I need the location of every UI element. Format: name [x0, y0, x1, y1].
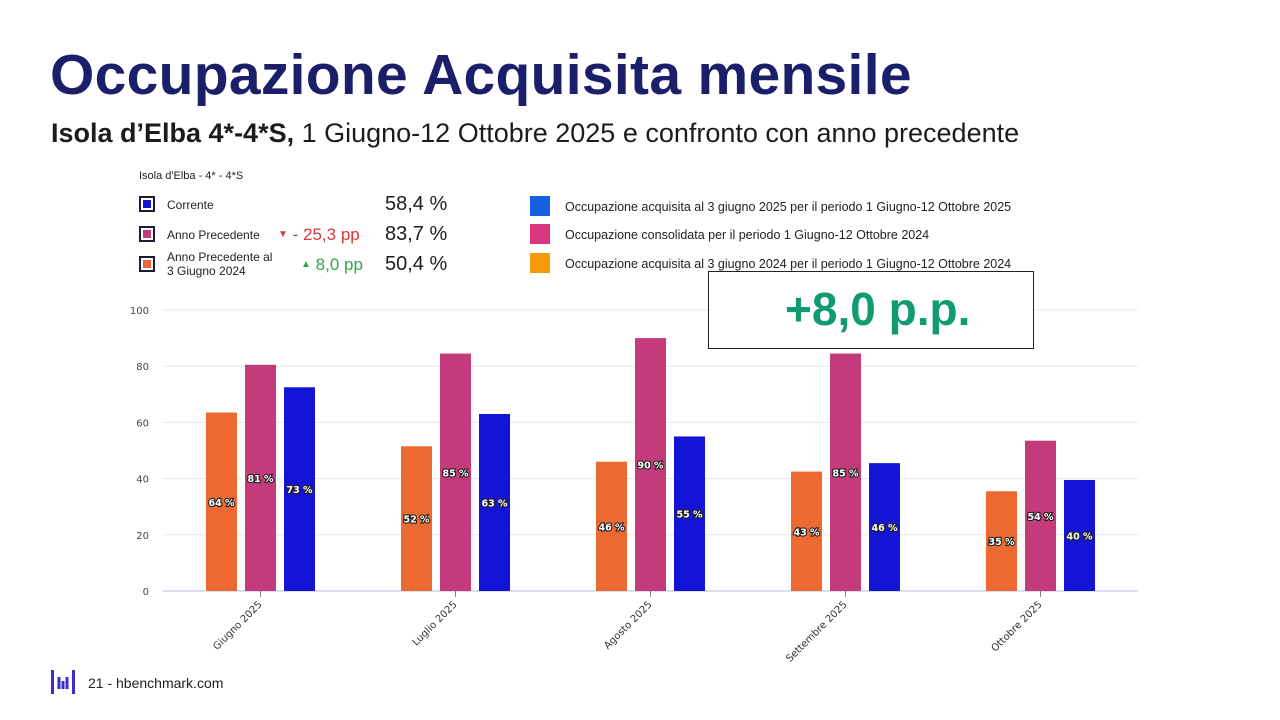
y-tick-label: 100	[130, 306, 149, 317]
y-tick-label: 0	[143, 587, 149, 598]
data-label: 40 %	[1066, 532, 1093, 543]
data-label: 81 %	[247, 474, 274, 485]
kpi-label-anno-precedente: Anno Precedente	[167, 228, 260, 242]
data-label: 52 %	[403, 515, 430, 526]
kpi-delta-anno-precedente-text: - 25,3 pp	[292, 225, 360, 244]
bar	[206, 412, 237, 591]
data-label: 63 %	[481, 498, 508, 509]
kpi-value-anno-precedente-3-giugno: 50,4 %	[385, 253, 448, 275]
kpi-label-line2: 3 Giugno 2024	[167, 264, 246, 278]
y-tick-label: 40	[136, 475, 149, 486]
bar	[1025, 440, 1056, 591]
data-label: 35 %	[988, 537, 1015, 548]
callout-text: +8,0 p.p.	[785, 283, 971, 335]
kpi-delta-anno-precedente: ▼ - 25,3 pp	[278, 225, 360, 245]
bar	[830, 353, 861, 591]
data-label: 64 %	[208, 498, 235, 509]
callout-box: +8,0 p.p.	[708, 271, 1034, 349]
x-tick-label: Giugno 2025	[211, 599, 264, 652]
page-title: Occupazione Acquisita mensile	[50, 43, 912, 107]
subtitle-location: Isola d’Elba 4*-4*S,	[51, 118, 295, 148]
kpi-label-corrente: Corrente	[167, 198, 214, 212]
data-label: 90 %	[637, 461, 664, 472]
data-label: 54 %	[1027, 512, 1054, 523]
kpi-delta-anno-precedente-3-giugno: ▲ 8,0 pp	[301, 255, 363, 275]
hbenchmark-logo-icon	[51, 670, 75, 694]
data-label: 46 %	[871, 523, 898, 534]
kpi-label-anno-precedente-3-giugno: Anno Precedente al 3 Giugno 2024	[167, 250, 272, 278]
kpi-swatch-anno-precedente	[139, 226, 155, 242]
bar	[284, 387, 315, 591]
bar	[401, 446, 432, 591]
kpi-value-corrente: 58,4 %	[385, 193, 448, 215]
y-tick-label: 20	[136, 531, 149, 542]
bar	[791, 471, 822, 591]
y-tick-label: 60	[136, 418, 149, 429]
series-swatch-2025	[530, 196, 550, 216]
kpi-delta-anno-precedente-3-giugno-text: 8,0 pp	[315, 255, 363, 274]
bar	[479, 413, 510, 591]
x-tick-label: Luglio 2025	[411, 599, 460, 648]
bar	[674, 436, 705, 591]
data-label: 85 %	[832, 468, 859, 479]
x-tick-label: Ottobre 2025	[990, 599, 1045, 654]
x-tick-label: Agosto 2025	[602, 599, 654, 651]
footer-text: 21 - hbenchmark.com	[88, 675, 224, 691]
bar	[596, 461, 627, 591]
series-swatch-2024-consolidata	[530, 224, 550, 244]
kpi-legend-heading: Isola d'Elba - 4* - 4*S	[139, 170, 244, 182]
kpi-label-line1: Anno Precedente al	[167, 250, 273, 264]
data-label: 46 %	[598, 522, 625, 533]
kpi-swatch-corrente	[139, 196, 155, 212]
data-label: 73 %	[286, 485, 313, 496]
bar	[986, 491, 1017, 591]
bar	[440, 353, 471, 591]
arrow-down-icon: ▼	[278, 229, 288, 240]
bar	[1064, 480, 1095, 591]
bar	[635, 338, 666, 591]
y-tick-label: 80	[136, 362, 149, 373]
data-label: 55 %	[676, 510, 703, 521]
bar	[245, 364, 276, 591]
subtitle-period: 1 Giugno-12 Ottobre 2025 e confronto con…	[294, 118, 1020, 148]
bar	[869, 463, 900, 591]
page-subtitle: Isola d’Elba 4*-4*S, 1 Giugno-12 Ottobre…	[51, 118, 1019, 149]
series-legend-text-2024-acquisita: Occupazione acquisita al 3 giugno 2024 p…	[565, 257, 1012, 271]
series-legend-text-2025: Occupazione acquisita al 3 giugno 2025 p…	[565, 200, 1012, 214]
kpi-value-anno-precedente: 83,7 %	[385, 223, 448, 245]
data-label: 85 %	[442, 468, 469, 479]
series-legend-text-2024-consolidata: Occupazione consolidata per il periodo 1…	[565, 228, 930, 242]
kpi-swatch-anno-precedente-3-giugno	[139, 256, 155, 272]
x-tick-label: Settembre 2025	[784, 599, 849, 664]
arrow-up-icon: ▲	[301, 259, 311, 270]
series-swatch-2024-acquisita	[530, 253, 550, 273]
data-label: 43 %	[793, 527, 820, 538]
